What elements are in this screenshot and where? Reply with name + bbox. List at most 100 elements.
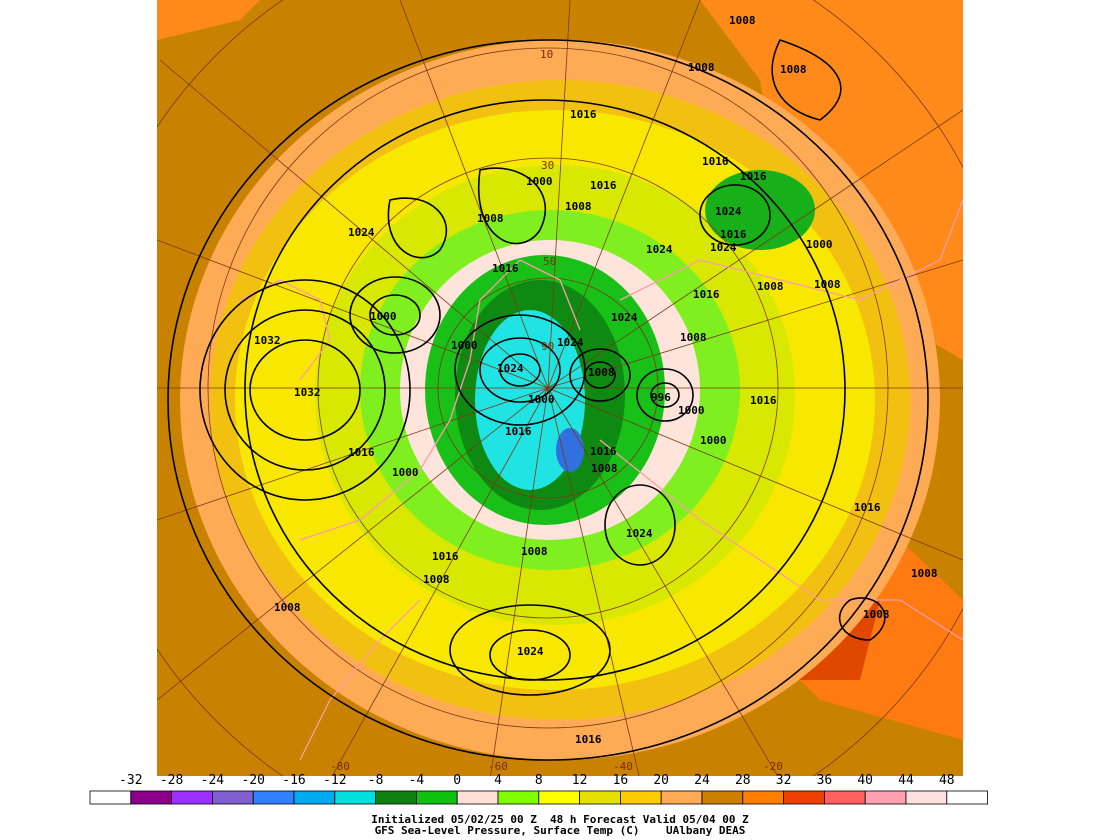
colorbar-tick-label: 20 — [653, 773, 669, 788]
colorbar-tick-label: 36 — [817, 773, 833, 788]
pressure-label: 1016 — [348, 446, 375, 459]
pressure-label: 1024 — [626, 527, 653, 540]
pressure-label: 1000 — [392, 466, 419, 479]
pressure-label: 1024 — [557, 336, 584, 349]
temp-fill-hot-pacific — [157, 0, 260, 40]
pressure-label: 1016 — [854, 501, 881, 514]
colorbar-swatch — [293, 790, 336, 805]
pressure-label: 1008 — [688, 61, 715, 74]
colorbar-tick-label: -16 — [282, 773, 305, 788]
colorbar-swatch — [211, 790, 254, 805]
pressure-label: 1016 — [750, 394, 777, 407]
pressure-label: 1016 — [720, 228, 747, 241]
colorbar-tick-label: 44 — [898, 773, 914, 788]
lon-label: -20 — [763, 760, 783, 773]
colorbar-tick-label: -8 — [368, 773, 384, 788]
lat-label: 90 — [541, 340, 554, 353]
pressure-label: 1008 — [591, 462, 618, 475]
pressure-label: 1008 — [477, 212, 504, 225]
pressure-label: 1024 — [348, 226, 375, 239]
colorbar-swatch — [742, 790, 784, 805]
colorbar-swatch — [864, 790, 907, 805]
pressure-label: 1016 — [575, 733, 602, 746]
colorbar-swatch — [946, 790, 988, 805]
colorbar-swatch — [783, 790, 825, 805]
colorbar-tick-label: 40 — [857, 773, 873, 788]
colorbar-swatch — [497, 790, 540, 805]
colorbar-tick-label: 28 — [735, 773, 751, 788]
pressure-label: 1024 — [497, 362, 524, 375]
colorbar-swatch — [415, 790, 458, 805]
colorbar-tick-label: -4 — [409, 773, 425, 788]
colorbar-swatch — [456, 790, 499, 805]
graticule — [157, 0, 963, 776]
pressure-label: 1024 — [517, 645, 544, 658]
pressure-label: 1000 — [700, 434, 727, 447]
colorbar-swatch — [252, 790, 295, 805]
pressure-label: 1008 — [565, 200, 592, 213]
pressure-label: 1000 — [370, 310, 397, 323]
colorbar-swatch — [89, 790, 132, 805]
pressure-label: 1032 — [254, 334, 281, 347]
pressure-label: 1016 — [505, 425, 532, 438]
colorbar-tick-label: 0 — [453, 773, 461, 788]
pressure-label: 1008 — [588, 366, 615, 379]
pressure-label: 1016 — [590, 179, 617, 192]
temp-fill-asia-cold — [705, 170, 815, 250]
colorbar-tick-label: -24 — [201, 773, 225, 788]
temperature-colorbar: -32 -28 -24 -20 -16 -12 -8 -4 0 4 8 12 16 20 24 28 32 36 4… — [89, 773, 988, 805]
pressure-label: 1008 — [729, 14, 756, 27]
colorbar-swatch — [620, 790, 662, 805]
isobars — [167, 39, 929, 761]
coastlines — [239, 199, 963, 761]
colorbar-swatch — [334, 790, 376, 805]
lat-label: 30 — [541, 159, 554, 172]
pressure-label: 1024 — [715, 205, 742, 218]
pressure-label: 1016 — [702, 155, 729, 168]
pressure-label: 996 — [651, 391, 671, 404]
pressure-label: 1008 — [814, 278, 841, 291]
pressure-label: 1008 — [863, 608, 890, 621]
colorbar-tick-label: 4 — [494, 773, 502, 788]
colorbar-tick-label: -20 — [241, 773, 264, 788]
pressure-label: 1016 — [492, 262, 519, 275]
colorbar-swatch — [375, 790, 417, 805]
colorbar-swatch — [171, 790, 213, 805]
pressure-label: 1000 — [528, 393, 555, 406]
colorbar-swatch — [538, 790, 580, 805]
lon-label: -80 — [330, 760, 350, 773]
pressure-label: 1008 — [680, 331, 707, 344]
pressure-label: 1008 — [911, 567, 938, 580]
pressure-label: 1016 — [590, 445, 617, 458]
lat-label: 10 — [540, 48, 553, 61]
colorbar-tick-label: -28 — [160, 773, 183, 788]
pressure-label: 1024 — [646, 243, 673, 256]
pressure-label: 1016 — [740, 170, 767, 183]
colorbar-swatch — [824, 790, 866, 805]
lat-label: 50 — [543, 255, 556, 268]
colorbar-tick-label: 24 — [694, 773, 710, 788]
pressure-label: 1000 — [451, 339, 478, 352]
colorbar-tick-label: 32 — [776, 773, 792, 788]
pressure-label: 1032 — [294, 386, 321, 399]
pressure-label: 1008 — [423, 573, 450, 586]
pressure-label: 1000 — [806, 238, 833, 251]
pressure-label: 1008 — [780, 63, 807, 76]
pressure-label: 1024 — [710, 241, 737, 254]
pressure-label: 1000 — [678, 404, 705, 417]
pressure-labels: 1008 1008 1008 1016 1016 1016 1000 1008 … — [254, 14, 938, 746]
pressure-label: 1024 — [611, 311, 638, 324]
lon-label: -40 — [613, 760, 633, 773]
pressure-label: 1008 — [757, 280, 784, 293]
colorbar-swatch — [579, 790, 621, 805]
pressure-label: 1008 — [521, 545, 548, 558]
colorbar-swatch — [905, 790, 948, 805]
product-line: GFS Sea-Level Pressure, Surface Temp (C)… — [374, 824, 746, 837]
colorbar-swatch — [701, 790, 744, 805]
colorbar-tick-label: 16 — [613, 773, 629, 788]
colorbar-tick-label: 8 — [535, 773, 543, 788]
colorbar-swatch — [130, 790, 173, 805]
colorbar-tick-label: 48 — [939, 773, 955, 788]
pressure-label: 1016 — [570, 108, 597, 121]
colorbar-tick-label: -32 — [119, 773, 142, 788]
